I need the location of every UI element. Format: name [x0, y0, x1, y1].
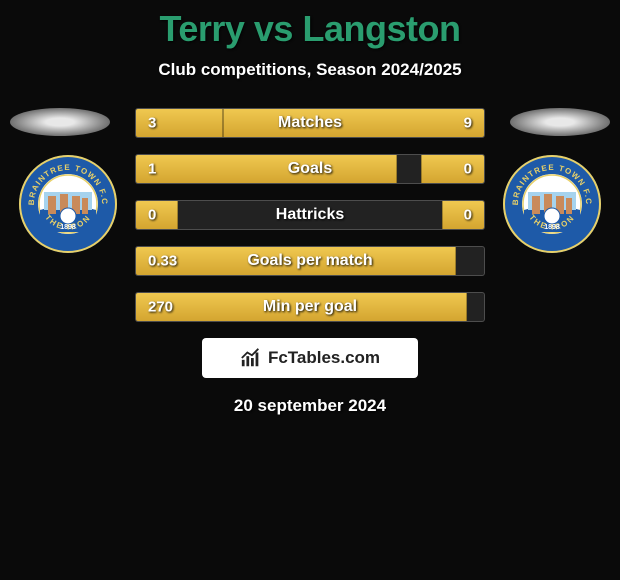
stat-bar-left [136, 201, 178, 229]
crest-icon: BRAINTREE TOWN F.C THE IRON 1898 [502, 154, 602, 254]
brand-logo[interactable]: FcTables.com [202, 338, 418, 378]
club-crest-right: BRAINTREE TOWN F.C THE IRON 1898 [502, 154, 602, 254]
subtitle: Club competitions, Season 2024/2025 [0, 60, 620, 80]
stat-label: Matches [278, 114, 342, 132]
player-left-flag [10, 108, 110, 136]
stat-value-left: 3 [148, 115, 156, 132]
stat-row: 0 0 Hattricks [135, 200, 485, 230]
svg-text:1898: 1898 [60, 224, 76, 231]
chart-icon [240, 347, 262, 369]
stat-bar-right [421, 155, 484, 183]
date-label: 20 september 2024 [0, 396, 620, 416]
stat-value-left: 0.33 [148, 253, 177, 270]
stat-value-left: 270 [148, 299, 173, 316]
stat-value-left: 0 [148, 207, 156, 224]
stats-list: 3 9 Matches 1 0 Goals 0 0 Hattricks 0.33 Goals per… [135, 108, 485, 322]
stat-row: 1 0 Goals [135, 154, 485, 184]
stat-row: 0.33 Goals per match [135, 246, 485, 276]
stat-label: Goals [288, 160, 332, 178]
stat-value-right: 0 [464, 161, 472, 178]
stat-bar-left [136, 155, 397, 183]
club-crest-left: BRAINTREE TOWN F.C THE IRON 1898 [18, 154, 118, 254]
page-title: Terry vs Langston [0, 8, 620, 50]
crest-icon: BRAINTREE TOWN F.C THE IRON 1898 [18, 154, 118, 254]
stat-label: Hattricks [276, 206, 344, 224]
stat-value-left: 1 [148, 161, 156, 178]
stat-label: Min per goal [263, 298, 357, 316]
brand-logo-text: FcTables.com [268, 348, 380, 368]
player-right-flag [510, 108, 610, 136]
stat-label: Goals per match [247, 252, 372, 270]
stat-value-right: 0 [464, 207, 472, 224]
comparison-panel: BRAINTREE TOWN F.C THE IRON 1898 B [0, 108, 620, 416]
stat-row: 270 Min per goal [135, 292, 485, 322]
stat-value-right: 9 [464, 115, 472, 132]
stat-row: 3 9 Matches [135, 108, 485, 138]
svg-text:1898: 1898 [544, 224, 560, 231]
stat-bar-right [223, 109, 484, 137]
